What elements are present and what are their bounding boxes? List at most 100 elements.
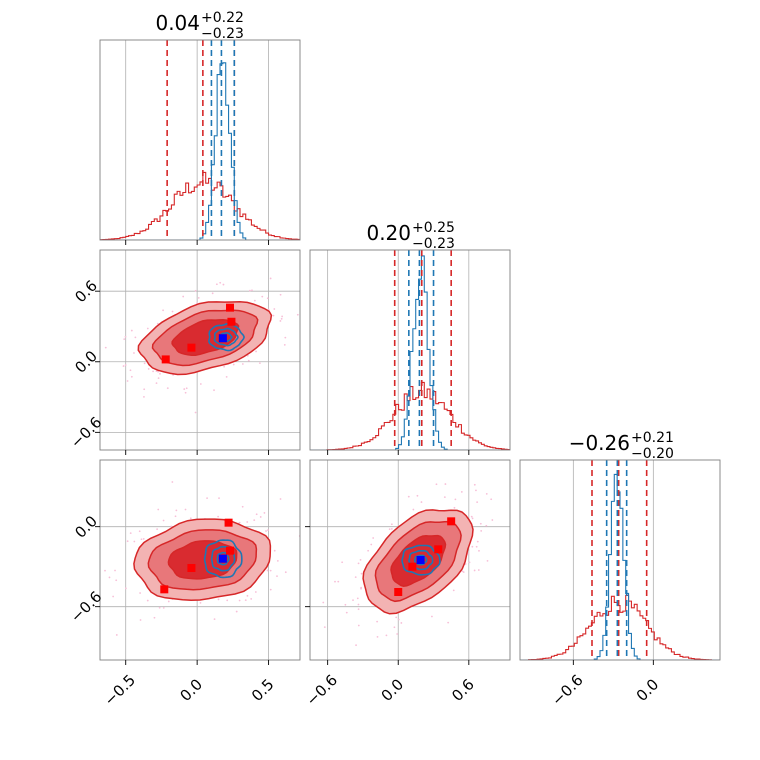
- sample-point: [468, 561, 471, 564]
- panel-content: [78, 460, 334, 660]
- sample-point: [473, 483, 476, 486]
- sample-point: [246, 521, 249, 523]
- sample-point: [142, 537, 145, 540]
- sample-point: [390, 527, 393, 530]
- sample-point: [332, 522, 334, 524]
- plot-layer: −0.60.00.6−0.60.0−0.5 0.0 0.5 −0.6 0.0 0.6 −0.…: [67, 39, 721, 709]
- sample-point: [130, 329, 133, 332]
- sample-point: [279, 320, 282, 322]
- marker-red: [187, 343, 196, 352]
- sample-point: [157, 508, 160, 511]
- sample-point: [317, 305, 319, 307]
- sample-point: [217, 598, 220, 601]
- sample-point: [167, 600, 170, 603]
- sample-point: [223, 365, 226, 368]
- sample-point: [185, 387, 188, 390]
- sample-point: [197, 296, 200, 299]
- x-tick-label-p0: 0.5: [248, 675, 278, 705]
- sample-point: [390, 523, 393, 526]
- sample-point: [78, 550, 80, 552]
- sample-point: [133, 540, 136, 543]
- y-tick-label-p1: 0.0: [71, 347, 101, 377]
- sample-point: [143, 396, 145, 398]
- marker-blue: [416, 556, 425, 564]
- sample-point: [372, 537, 375, 539]
- sample-point: [385, 634, 388, 637]
- sample-point: [269, 277, 272, 280]
- sample-point: [194, 411, 197, 414]
- sample-point: [301, 529, 303, 531]
- sample-point: [162, 606, 165, 609]
- sample-point: [171, 310, 174, 313]
- sample-point: [462, 571, 465, 574]
- sample-point: [265, 530, 267, 532]
- sample-point: [258, 362, 261, 364]
- sample-point: [475, 545, 478, 548]
- panel-content: [310, 250, 510, 450]
- sample-point: [162, 519, 165, 522]
- sample-point: [123, 338, 126, 341]
- sample-point: [199, 601, 202, 604]
- sample-point: [219, 281, 222, 284]
- sample-point: [491, 519, 494, 521]
- sample-point: [146, 599, 149, 602]
- sample-point: [354, 576, 357, 579]
- sample-point: [400, 622, 403, 624]
- sample-point: [125, 587, 127, 590]
- sample-point: [269, 569, 272, 572]
- title-1-upper: +0.25: [412, 220, 455, 236]
- sample-point: [485, 524, 488, 527]
- sample-point: [235, 610, 238, 613]
- title-param-1: 0.20 +0.25 −0.23: [366, 220, 454, 252]
- sample-point: [452, 589, 455, 592]
- sample-point: [155, 382, 158, 385]
- x-tick-label-p1: 0.6: [448, 675, 478, 705]
- sample-point: [397, 618, 400, 621]
- sample-point: [345, 611, 348, 614]
- sample-point: [133, 352, 135, 354]
- panel-content: [100, 40, 300, 240]
- contour-posterior-b: [216, 551, 230, 566]
- histogram-posterior-b: [310, 255, 510, 450]
- sample-point: [171, 481, 174, 483]
- sample-point: [182, 295, 185, 298]
- marginal-panel-1: [309, 249, 511, 455]
- sample-point: [370, 543, 373, 546]
- x-tick-label-p0: 0.0: [177, 675, 207, 705]
- sample-point: [470, 515, 473, 518]
- marginal-panel-0: [99, 39, 301, 245]
- marginal-panel-2: [519, 459, 721, 665]
- sample-point: [247, 359, 250, 362]
- sample-point: [253, 519, 256, 522]
- sample-point: [454, 498, 457, 501]
- sample-point: [263, 512, 266, 514]
- sample-point: [156, 528, 159, 531]
- sample-point: [194, 289, 197, 292]
- sample-point: [276, 575, 278, 578]
- sample-point: [153, 616, 156, 619]
- sample-point: [471, 517, 474, 520]
- sample-point: [184, 391, 187, 394]
- contour-posterior-b: [408, 549, 434, 571]
- marker-red: [187, 564, 196, 572]
- sample-point: [124, 335, 127, 338]
- sample-point: [273, 549, 276, 552]
- sample-point: [360, 572, 363, 575]
- marker-red: [161, 355, 170, 364]
- sample-point: [129, 532, 132, 535]
- sample-point: [213, 389, 215, 392]
- sample-point: [218, 497, 220, 500]
- sample-point: [157, 370, 159, 373]
- sample-point: [276, 559, 279, 562]
- histogram-posterior-a: [310, 381, 510, 450]
- sample-point: [431, 615, 433, 618]
- panel-content: [100, 250, 319, 450]
- y-tick-label-p1: 0.6: [71, 277, 101, 307]
- sample-point: [211, 292, 214, 295]
- sample-point: [139, 619, 142, 621]
- title-1-lower: −0.23: [412, 236, 455, 252]
- sample-point: [215, 283, 218, 286]
- x-tick-label-p2: 0.0: [633, 675, 663, 705]
- sample-point: [461, 570, 464, 573]
- sample-point: [152, 370, 154, 373]
